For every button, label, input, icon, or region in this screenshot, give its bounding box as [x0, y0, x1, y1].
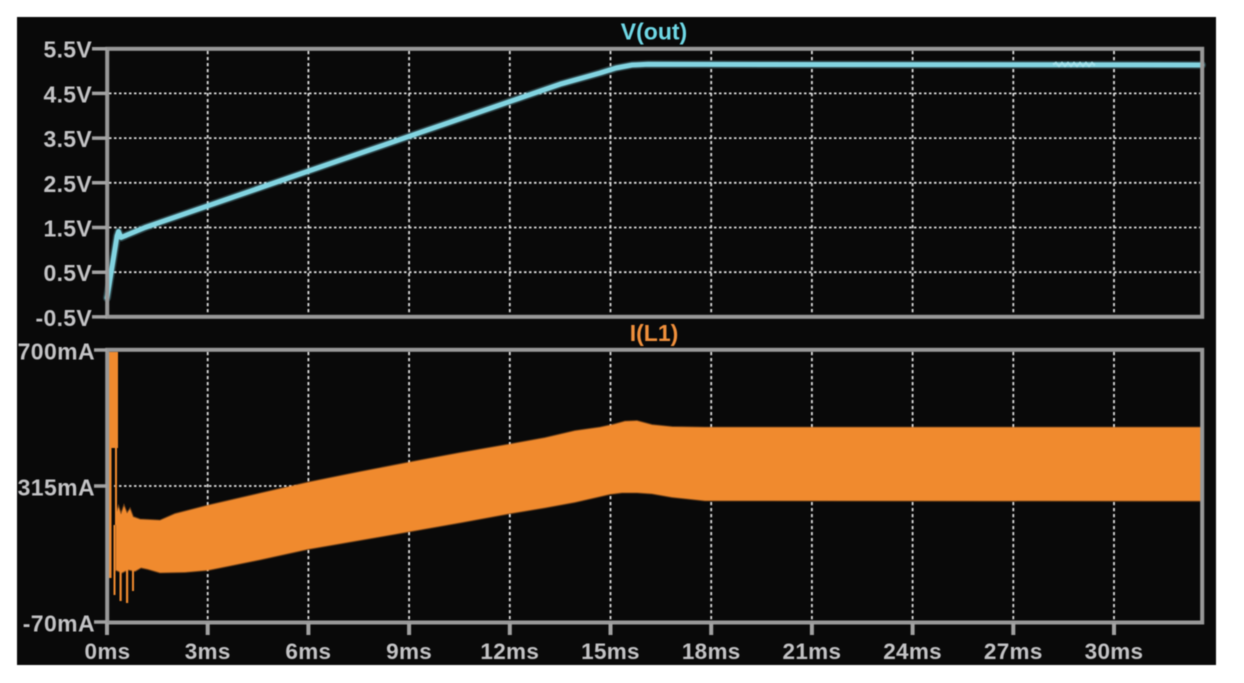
svg-text:24ms: 24ms — [883, 639, 942, 664]
svg-text:V(out): V(out) — [621, 19, 687, 45]
svg-text:4.5V: 4.5V — [43, 81, 92, 107]
svg-text:15ms: 15ms — [581, 639, 640, 664]
svg-text:30ms: 30ms — [1085, 639, 1144, 664]
svg-text:27ms: 27ms — [984, 639, 1043, 664]
svg-text:700mA: 700mA — [18, 339, 95, 365]
svg-text:I(L1): I(L1) — [630, 320, 679, 346]
svg-text:6ms: 6ms — [285, 639, 331, 664]
svg-text:1.5V: 1.5V — [43, 216, 92, 242]
svg-text:2.5V: 2.5V — [43, 171, 92, 197]
svg-text:18ms: 18ms — [682, 639, 741, 664]
svg-text:0.5V: 0.5V — [43, 260, 92, 286]
svg-text:-0.5V: -0.5V — [36, 305, 93, 331]
svg-text:12ms: 12ms — [480, 639, 539, 664]
svg-text:9ms: 9ms — [386, 639, 432, 664]
svg-text:5.5V: 5.5V — [43, 37, 92, 63]
svg-text:3.5V: 3.5V — [43, 126, 92, 152]
svg-text:315mA: 315mA — [18, 475, 95, 501]
svg-text:-70mA: -70mA — [23, 611, 95, 637]
svg-text:3ms: 3ms — [185, 639, 231, 664]
svg-text:21ms: 21ms — [783, 639, 842, 664]
svg-text:0ms: 0ms — [85, 639, 131, 664]
